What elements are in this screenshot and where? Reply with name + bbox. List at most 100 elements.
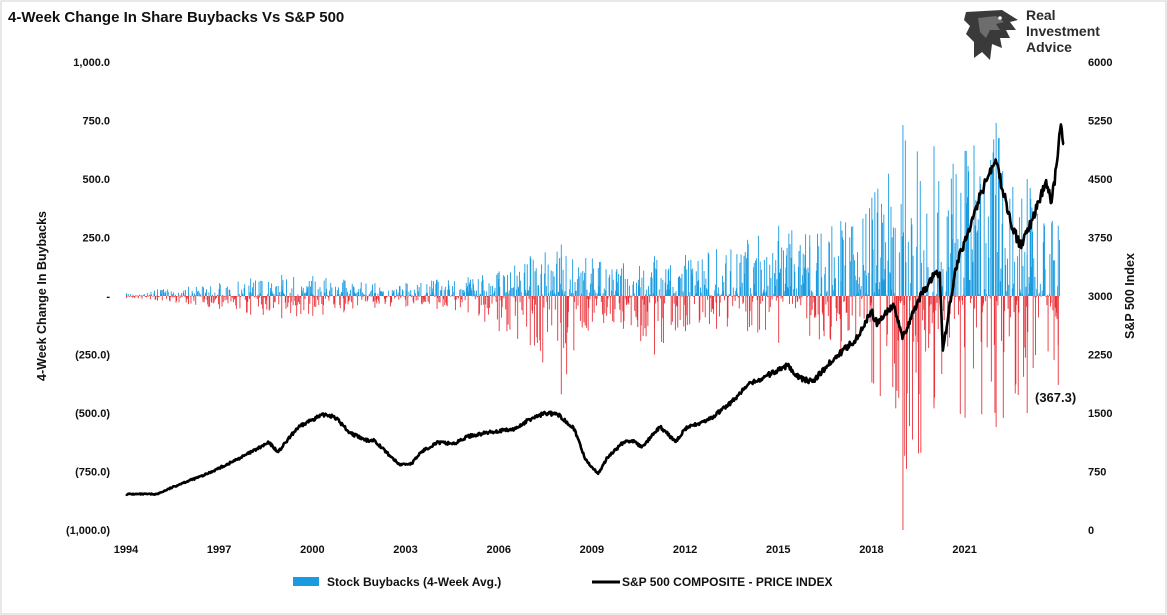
buyback-bar	[799, 296, 801, 299]
buyback-bar	[701, 259, 703, 296]
buyback-bar	[642, 296, 644, 336]
buyback-bar	[182, 292, 184, 296]
buyback-bar	[314, 296, 316, 307]
buyback-bar	[566, 296, 568, 333]
buyback-bar	[720, 295, 722, 296]
buyback-bar	[188, 286, 190, 296]
buyback-bar	[982, 296, 984, 306]
buyback-bar	[395, 296, 397, 297]
buyback-bar	[872, 249, 874, 296]
buyback-bar	[398, 286, 400, 296]
buyback-bar	[220, 295, 222, 296]
buyback-bar	[275, 286, 277, 296]
buyback-bar	[1015, 296, 1017, 385]
buyback-bar	[197, 295, 199, 297]
buyback-bar	[686, 269, 688, 296]
buyback-bar	[737, 293, 738, 296]
buyback-bar	[352, 296, 354, 309]
buyback-bar	[237, 296, 238, 297]
buyback-bar	[881, 278, 883, 296]
buyback-bar	[900, 296, 901, 303]
buyback-bar	[630, 295, 632, 296]
buyback-bar	[492, 296, 494, 297]
buyback-bar	[253, 296, 255, 297]
buyback-bar	[142, 295, 144, 296]
buyback-bar	[136, 295, 138, 296]
buyback-bar	[540, 273, 542, 296]
buyback-bar	[858, 277, 860, 296]
buyback-bar	[700, 287, 701, 296]
buyback-bar	[436, 279, 438, 296]
buyback-bar	[180, 293, 182, 296]
buyback-bar	[689, 295, 691, 297]
buyback-bar	[1011, 288, 1013, 296]
buyback-bar	[521, 296, 523, 311]
buyback-bar	[257, 294, 259, 296]
buyback-bar	[353, 287, 355, 296]
buyback-bar	[670, 265, 672, 296]
buyback-bar	[283, 294, 285, 296]
buyback-bar	[462, 293, 464, 296]
buyback-bar	[330, 283, 332, 296]
buyback-bar	[671, 296, 673, 322]
buyback-bar	[133, 296, 135, 298]
buyback-bar	[674, 296, 676, 331]
buyback-bar	[252, 287, 253, 296]
buyback-bar	[742, 296, 744, 304]
buyback-bar	[449, 295, 451, 297]
y-right-tick-label: 5250	[1088, 116, 1112, 128]
buyback-bar	[560, 244, 562, 296]
buyback-bar	[317, 289, 319, 296]
buyback-bar	[206, 296, 208, 301]
buyback-bar	[201, 286, 203, 296]
buyback-bar	[680, 296, 682, 297]
buyback-bar	[944, 295, 946, 297]
buyback-bar	[203, 296, 205, 303]
buyback-bar	[473, 284, 474, 296]
buyback-bar	[581, 296, 583, 328]
buyback-bar	[878, 294, 879, 296]
buyback-bar	[218, 289, 220, 296]
buyback-bar	[661, 296, 663, 319]
buyback-bar	[155, 296, 157, 300]
buyback-bar	[985, 242, 987, 296]
buyback-bar	[829, 296, 831, 339]
buyback-bar	[382, 291, 384, 296]
buyback-bar	[430, 294, 432, 296]
buyback-bar	[1033, 258, 1035, 296]
buyback-bar	[191, 295, 193, 297]
buyback-bar	[862, 218, 864, 296]
buyback-bar	[768, 296, 770, 313]
buyback-bar	[544, 252, 546, 296]
buyback-bar	[787, 288, 789, 296]
buyback-bar	[674, 293, 676, 296]
buyback-bar	[840, 221, 842, 296]
buyback-bar	[537, 285, 539, 296]
buyback-bar	[579, 296, 581, 321]
buyback-bar	[150, 291, 152, 296]
buyback-bar	[279, 295, 281, 296]
y-right-tick-label: 1500	[1088, 408, 1112, 420]
buyback-bar	[136, 295, 138, 296]
buyback-bar	[1014, 296, 1016, 394]
buyback-bar	[175, 296, 177, 303]
buyback-bar	[599, 293, 601, 296]
buyback-bar	[519, 271, 520, 296]
buyback-bar	[690, 259, 692, 296]
buyback-bar	[1057, 286, 1059, 296]
buyback-bar	[704, 296, 706, 318]
buyback-bar	[241, 293, 243, 296]
x-tick-label: 1997	[207, 544, 231, 556]
buyback-bar	[332, 296, 334, 297]
buyback-bar	[274, 296, 276, 303]
buyback-bar	[964, 150, 966, 296]
buyback-bar	[800, 284, 802, 296]
buyback-bar	[783, 250, 784, 296]
buyback-bar	[894, 296, 896, 364]
buyback-bar	[1005, 265, 1007, 296]
buyback-bar	[489, 296, 491, 309]
y-axis-left-ticks: 1,000.0750.0500.0250.0-(250.0)(500.0)(75…	[66, 57, 110, 537]
buyback-bar	[995, 194, 996, 296]
buyback-bar	[163, 292, 165, 296]
buyback-bar	[589, 296, 591, 300]
